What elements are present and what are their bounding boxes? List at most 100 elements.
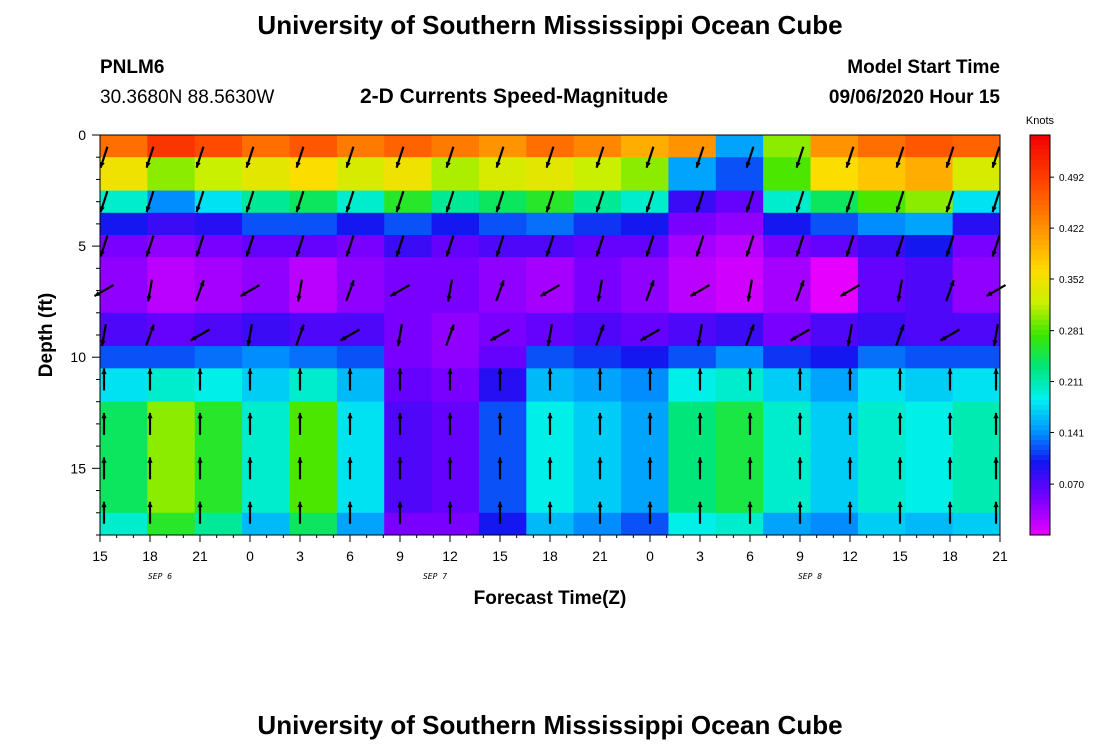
current-vector: [197, 412, 203, 435]
current-vector: [697, 412, 703, 435]
current-vector: [595, 146, 605, 169]
heatmap-cell: [336, 512, 385, 536]
current-vector: [639, 328, 661, 342]
current-vector: [445, 324, 455, 346]
current-vector: [397, 368, 403, 391]
colorbar-swatch: [1030, 460, 1050, 466]
colorbar-swatch: [1030, 310, 1050, 316]
heatmap-cell: [289, 257, 338, 314]
colorbar-swatch: [1030, 450, 1050, 456]
current-vector: [992, 323, 999, 347]
current-vector: [495, 190, 505, 213]
heatmap-cell: [857, 401, 906, 514]
heatmap-cell: [621, 190, 669, 214]
current-vector: [697, 457, 703, 480]
current-vector: [195, 190, 205, 213]
page-title: University of Southern Mississippi Ocean…: [257, 10, 843, 40]
heatmap-cell: [668, 135, 717, 158]
current-vector: [339, 328, 361, 342]
current-vector: [347, 412, 353, 435]
x-tick-label: 3: [696, 548, 704, 564]
current-vector: [596, 279, 603, 302]
colorbar-swatch: [1030, 350, 1050, 356]
colorbar-swatch: [1030, 420, 1050, 426]
heatmap-cell: [147, 235, 196, 258]
current-vector: [497, 412, 503, 435]
colorbar-swatch: [1030, 165, 1050, 171]
heatmap-cell: [763, 312, 812, 347]
current-vector: [797, 501, 803, 524]
heatmap-cell: [715, 135, 764, 158]
heatmap-cell: [336, 368, 385, 403]
x-tick-label: 9: [396, 548, 404, 564]
heatmap-cell: [668, 190, 717, 214]
current-vector: [747, 412, 753, 435]
heatmap-cell: [715, 401, 764, 514]
heatmap-cell: [573, 212, 622, 236]
heatmap-cell: [573, 346, 622, 369]
heatmap-cell: [857, 512, 906, 536]
x-tick-label: 6: [346, 548, 354, 564]
station-coordinates: 30.3680N 88.5630W: [100, 87, 275, 108]
heatmap-cell: [336, 157, 385, 192]
heatmap-cell: [147, 190, 196, 214]
heatmap-cell: [573, 235, 622, 258]
x-tick-label: 21: [992, 548, 1008, 564]
x-tick-label: 3: [296, 548, 304, 564]
heatmap-cell: [810, 512, 859, 536]
colorbar-swatch: [1030, 430, 1050, 436]
current-vector: [697, 368, 703, 391]
heatmap-cell: [431, 401, 480, 514]
current-vector: [597, 412, 603, 435]
current-vector: [489, 328, 511, 342]
heatmap-cell: [431, 346, 480, 369]
heatmap-cell: [621, 401, 669, 514]
heatmap-cell: [715, 235, 764, 258]
heatmap-cell: [242, 135, 290, 158]
heatmap-cell: [810, 157, 859, 192]
heatmap-cell: [100, 212, 148, 236]
current-vector: [991, 190, 1001, 213]
heatmap-cell: [952, 512, 1001, 536]
colorbar-label: Knots: [1026, 115, 1055, 127]
heatmap-cell: [715, 212, 764, 236]
current-vector: [945, 235, 955, 257]
current-vector: [547, 412, 553, 435]
colorbar-swatch: [1030, 275, 1050, 281]
current-vector: [993, 368, 999, 391]
colorbar-swatch: [1030, 345, 1050, 351]
colorbar-swatch: [1030, 155, 1050, 161]
current-vector: [347, 368, 353, 391]
colorbar-swatch: [1030, 195, 1050, 201]
current-vector: [947, 368, 953, 391]
current-vector: [247, 412, 253, 435]
current-vector: [145, 324, 155, 346]
colorbar-swatch: [1030, 300, 1050, 306]
heatmap-cell: [763, 235, 812, 258]
colorbar-swatch: [1030, 335, 1050, 341]
current-vector: [495, 235, 505, 257]
current-vector: [647, 457, 653, 480]
current-vector: [847, 501, 853, 524]
y-tick-label: 15: [70, 460, 86, 476]
colorbar-tick-label: 0.211: [1059, 378, 1084, 389]
heatmap-cell: [857, 190, 906, 214]
heatmap-cell: [478, 135, 527, 158]
heatmap-cell: [952, 368, 1001, 403]
colorbar-swatch: [1030, 230, 1050, 236]
heatmap-cell: [573, 368, 622, 403]
colorbar-swatch: [1030, 160, 1050, 166]
current-vector: [697, 501, 703, 524]
current-vector: [247, 501, 253, 524]
date-label: SEP 8: [798, 572, 822, 581]
colorbar-swatch: [1030, 395, 1050, 401]
heatmap-cell: [100, 135, 148, 158]
heatmap-cell: [336, 135, 385, 158]
current-vector: [789, 328, 811, 342]
current-vector: [246, 323, 253, 347]
colorbar-swatch: [1030, 380, 1050, 386]
current-vector: [395, 235, 405, 257]
heatmap-cell: [905, 190, 954, 214]
current-vector: [747, 457, 753, 480]
